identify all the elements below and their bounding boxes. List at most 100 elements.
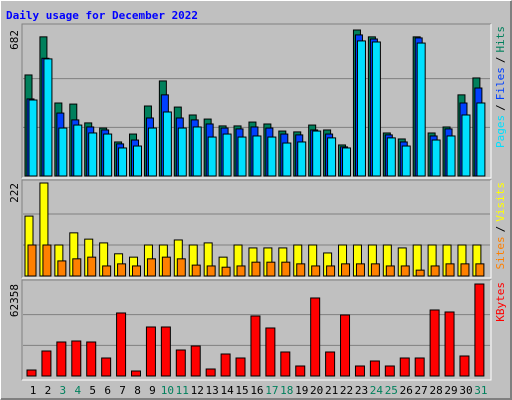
plot-border-dark — [21, 179, 491, 278]
bar — [312, 130, 322, 177]
x-tick-label: 1 — [30, 384, 37, 397]
bar — [355, 263, 365, 277]
bar — [205, 368, 216, 377]
x-tick-label: 11 — [176, 384, 189, 397]
bar — [116, 312, 127, 377]
bar — [103, 133, 113, 177]
bar — [445, 263, 455, 277]
x-tick-label: 2 — [45, 384, 52, 397]
bar — [27, 244, 37, 277]
bar — [281, 261, 291, 277]
x-tick-label: 7 — [119, 384, 126, 397]
x-tick-label: 4 — [74, 384, 81, 397]
bar — [43, 58, 53, 177]
x-tick-label: 21 — [325, 384, 338, 397]
x-tick-label: 28 — [429, 384, 442, 397]
bar — [371, 41, 381, 177]
x-tick-label: 31 — [474, 384, 487, 397]
bar — [236, 265, 246, 277]
x-tick-label: 26 — [400, 384, 413, 397]
bar — [88, 132, 98, 177]
bar — [265, 327, 276, 377]
bar — [58, 127, 68, 177]
bar — [416, 42, 426, 177]
bar — [325, 351, 336, 377]
bar — [117, 263, 127, 277]
bar — [161, 256, 171, 277]
bar — [175, 349, 186, 377]
x-tick-label: 18 — [280, 384, 293, 397]
bar — [341, 263, 351, 277]
legend-separator: / — [494, 104, 507, 111]
bar — [282, 142, 292, 177]
chart-title: Daily usage for December 2022 — [6, 9, 198, 22]
bar — [86, 341, 97, 377]
x-tick-label: 15 — [235, 384, 248, 397]
bar — [192, 126, 202, 177]
bar — [251, 261, 261, 277]
y-tick-label: 62358 — [8, 284, 21, 317]
x-tick-label: 8 — [134, 384, 141, 397]
bar — [414, 357, 425, 377]
bar — [356, 40, 366, 177]
bar — [296, 263, 306, 277]
bar — [41, 350, 52, 377]
x-tick-label: 20 — [310, 384, 323, 397]
plot-border-dark — [21, 23, 491, 178]
x-tick-label: 19 — [295, 384, 308, 397]
legend-entry: Hits — [494, 26, 507, 53]
plot-border-light — [22, 180, 492, 279]
bar — [400, 265, 410, 277]
bar — [461, 114, 471, 177]
bar — [430, 265, 440, 277]
bar — [26, 369, 37, 377]
bar — [220, 353, 231, 377]
bar — [190, 345, 201, 377]
bar — [162, 111, 172, 177]
bar — [191, 264, 201, 277]
bar — [267, 136, 277, 177]
bar — [385, 265, 395, 277]
bar — [73, 124, 83, 177]
bar — [280, 351, 291, 377]
x-tick-label: 3 — [60, 384, 67, 397]
bar — [57, 260, 67, 277]
bar — [252, 135, 262, 177]
x-tick-label: 6 — [104, 384, 111, 397]
x-tick-label: 9 — [149, 384, 156, 397]
bar — [446, 135, 456, 177]
bar — [311, 265, 321, 277]
bar — [56, 341, 67, 377]
bar — [71, 340, 82, 377]
bar — [147, 127, 157, 177]
plot-border-light — [22, 280, 492, 381]
bar — [131, 370, 142, 377]
plot-border-dark — [21, 279, 491, 380]
x-tick-label: 27 — [415, 384, 428, 397]
legend-separator: / — [494, 226, 507, 233]
bar — [399, 357, 410, 377]
bar — [87, 256, 97, 277]
x-tick-label: 30 — [459, 384, 472, 397]
bar — [460, 263, 470, 277]
x-tick-label: 25 — [385, 384, 398, 397]
legend-entry: Visits — [494, 182, 507, 222]
legend-separator: / — [494, 57, 507, 64]
bar — [354, 365, 365, 377]
bar — [72, 258, 82, 277]
plot-border-light — [22, 24, 492, 179]
bar — [206, 265, 216, 277]
x-tick-label: 22 — [340, 384, 353, 397]
bar — [237, 136, 247, 177]
legend-entry: Sites — [494, 236, 507, 269]
x-tick-label: 24 — [370, 384, 384, 397]
bar — [101, 357, 112, 377]
bar — [474, 283, 485, 377]
bar — [327, 137, 337, 177]
bar — [310, 297, 321, 377]
bar — [28, 99, 38, 177]
bar — [401, 145, 411, 177]
